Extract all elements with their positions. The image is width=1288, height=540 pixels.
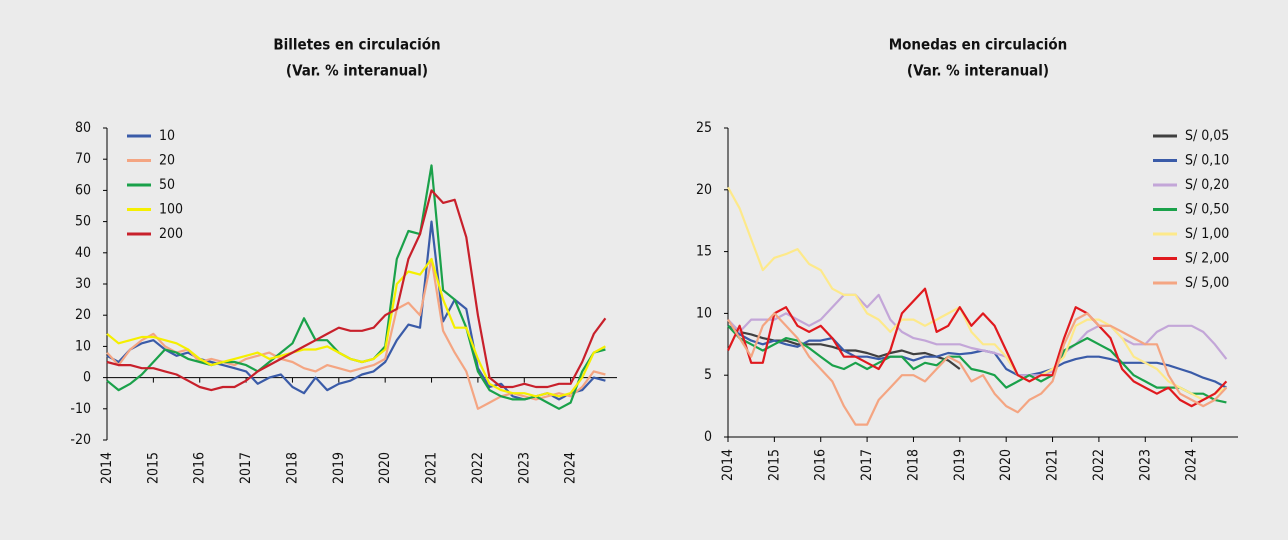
chart-subtitle: (Var. % interanual) [907, 62, 1049, 80]
legend-label: S/ 2,00 [1185, 251, 1229, 267]
x-tick-label: 2014 [99, 452, 115, 484]
x-tick-label: 2022 [1091, 449, 1107, 481]
legend-label: S/ 0,50 [1185, 202, 1229, 218]
x-tick-label: 2021 [1045, 449, 1061, 481]
chart-title: Billetes en circulación [273, 36, 440, 54]
y-tick-label: -10 [70, 401, 91, 417]
x-tick-label: 2015 [145, 452, 161, 484]
x-tick-label: 2015 [766, 449, 782, 481]
legend-label: S/ 5,00 [1185, 275, 1229, 291]
series-line [727, 312, 1228, 426]
series-line [727, 287, 1228, 408]
series-line [727, 325, 1227, 404]
y-tick-label: 10 [75, 338, 91, 354]
x-tick-label: 2023 [516, 452, 532, 484]
y-tick-label: 15 [696, 244, 712, 260]
y-tick-label: 30 [75, 276, 91, 292]
legend-label: 50 [159, 177, 175, 193]
y-tick-label: 10 [696, 305, 712, 321]
x-tick-label: 2023 [1137, 449, 1153, 481]
chart-subtitle: (Var. % interanual) [286, 62, 428, 80]
x-tick-label: 2022 [470, 452, 486, 484]
x-tick-label: 2014 [720, 449, 736, 481]
x-tick-label: 2024 [563, 452, 579, 484]
y-tick-label: 0 [83, 370, 91, 386]
y-tick-label: -20 [70, 432, 91, 448]
y-tick-label: 80 [75, 120, 91, 136]
x-tick-label: 2018 [284, 452, 300, 484]
x-tick-label: 2020 [377, 452, 393, 484]
legend-label: 100 [159, 202, 183, 218]
legend-label: S/ 0,05 [1185, 128, 1229, 144]
series-line [106, 189, 607, 392]
legend-label: S/ 0,10 [1185, 153, 1229, 169]
x-tick-label: 2017 [859, 449, 875, 481]
y-tick-label: 50 [75, 214, 91, 230]
legend-label: S/ 0,20 [1185, 177, 1229, 193]
x-tick-label: 2024 [1184, 449, 1200, 481]
legend-label: 20 [159, 153, 175, 169]
x-tick-label: 2017 [238, 452, 254, 484]
y-tick-label: 20 [75, 307, 91, 323]
chart-title: Monedas en circulación [889, 36, 1068, 54]
y-tick-label: 40 [75, 245, 91, 261]
legend-label: S/ 1,00 [1185, 226, 1229, 242]
x-tick-label: 2020 [998, 449, 1014, 481]
y-tick-label: 20 [696, 182, 712, 198]
series-line [106, 257, 606, 398]
x-tick-label: 2019 [331, 452, 347, 484]
x-tick-label: 2016 [192, 452, 208, 484]
x-tick-label: 2021 [424, 452, 440, 484]
y-tick-label: 70 [75, 151, 91, 167]
x-tick-label: 2019 [952, 449, 968, 481]
x-tick-label: 2018 [905, 449, 921, 481]
y-tick-label: 5 [704, 367, 712, 383]
legend-label: 10 [159, 128, 175, 144]
x-tick-label: 2016 [813, 449, 829, 481]
legend-label: 200 [159, 226, 183, 242]
y-tick-label: 25 [696, 120, 712, 136]
series-line [727, 186, 1227, 401]
y-tick-label: 60 [75, 182, 91, 198]
y-tick-label: 0 [704, 429, 712, 445]
